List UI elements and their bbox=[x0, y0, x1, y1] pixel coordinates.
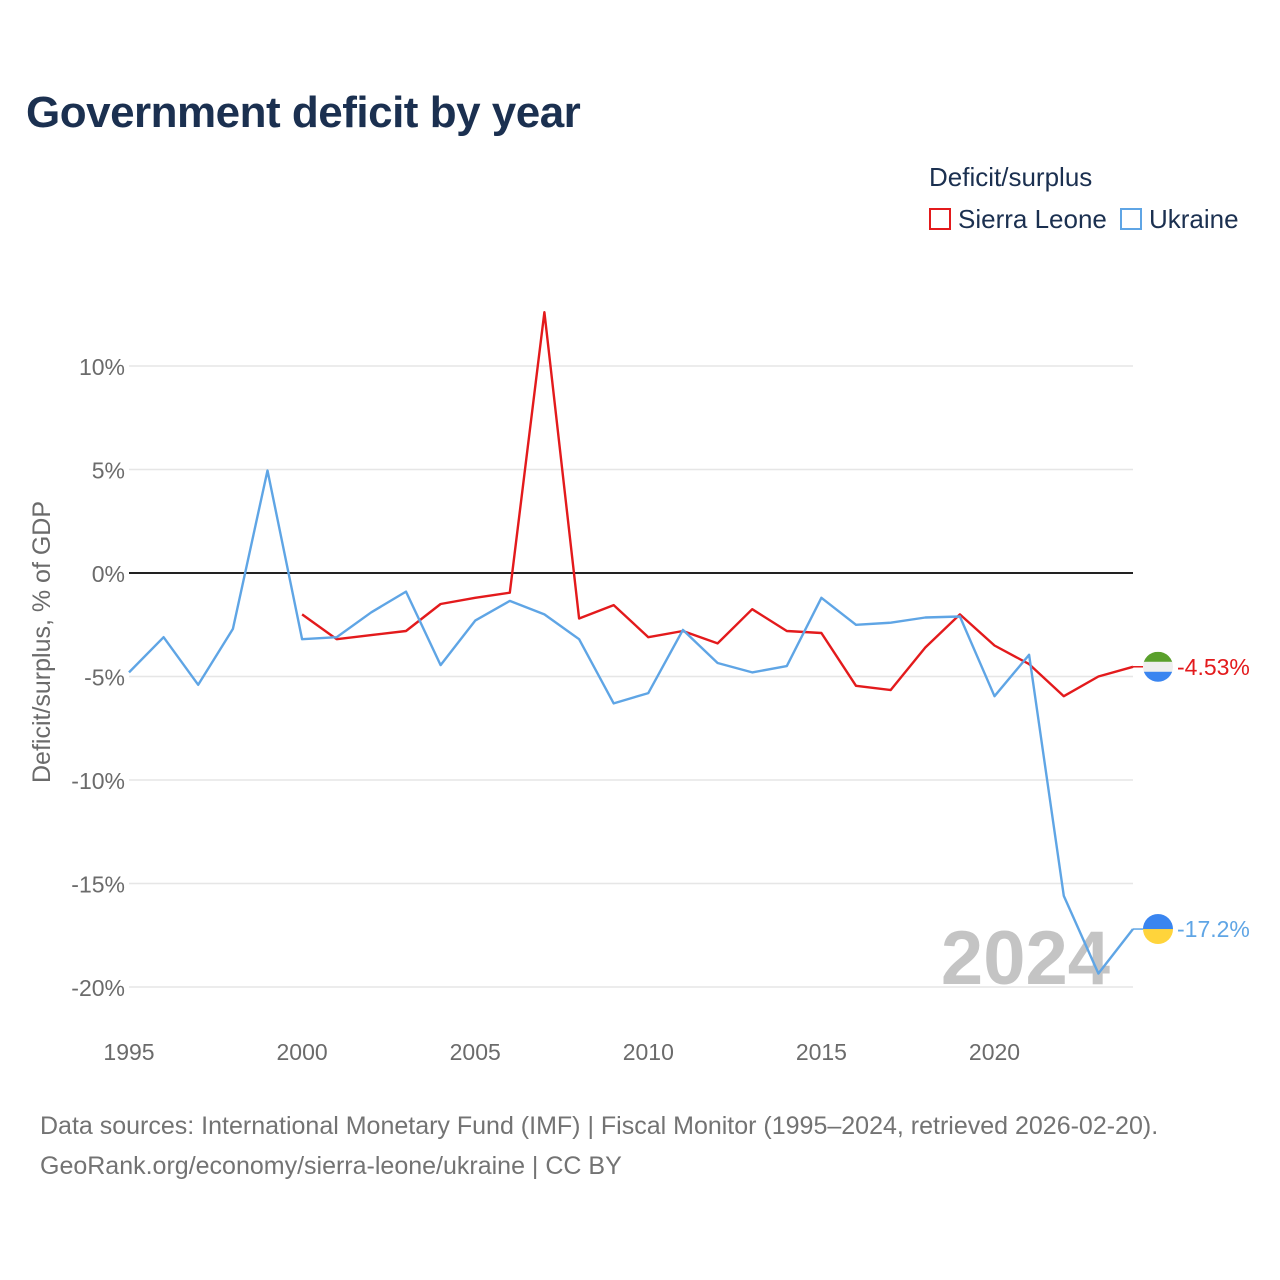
y-tick-label: 10% bbox=[79, 354, 125, 380]
chart-title: Government deficit by year bbox=[26, 88, 581, 137]
flag-marker-sierra-leone bbox=[1143, 651, 1173, 682]
end-label-sierra-leone: -4.53% bbox=[1177, 654, 1250, 680]
y-tick-label: -10% bbox=[71, 768, 125, 794]
x-tick-label: 1995 bbox=[103, 1039, 154, 1065]
legend-label-sierra-leone: Sierra Leone bbox=[958, 203, 1107, 234]
series-line-ukraine bbox=[128, 469, 1134, 975]
x-tick-label: 2020 bbox=[969, 1039, 1020, 1065]
y-tick-label: -5% bbox=[84, 665, 125, 691]
end-label-ukraine: -17.2% bbox=[1177, 916, 1250, 942]
footer-link[interactable]: GeoRank.org/economy/sierra-leone/ukraine… bbox=[40, 1152, 622, 1180]
y-tick-label: -20% bbox=[71, 975, 125, 1001]
legend-item-ukraine[interactable]: Ukraine bbox=[1120, 204, 1239, 234]
series-layer bbox=[128, 311, 1134, 975]
footer-sources: Data sources: International Monetary Fun… bbox=[40, 1112, 1159, 1140]
x-tick-label: 2005 bbox=[450, 1039, 501, 1065]
footer: Data sources: International Monetary Fun… bbox=[40, 1106, 1158, 1186]
axis-layer: 10% 5% 0% -5% -10% -15% -20% 1995 2000 2005 2010 20… bbox=[71, 354, 1133, 1065]
year-watermark: 2024 bbox=[941, 916, 1110, 1001]
legend-title: Deficit/surplus bbox=[929, 162, 1093, 192]
y-axis-title: Deficit/surplus, % of GDP bbox=[28, 501, 56, 783]
series-line-sierra-leone bbox=[301, 311, 1134, 698]
label-layer: -4.53% -17.2% bbox=[1133, 651, 1250, 945]
x-tick-label: 2015 bbox=[796, 1039, 847, 1065]
x-tick-label: 2010 bbox=[623, 1039, 674, 1065]
flag-marker-ukraine bbox=[1143, 914, 1173, 945]
y-tick-label: 0% bbox=[92, 561, 125, 587]
x-tick-label: 2000 bbox=[277, 1039, 328, 1065]
y-tick-label: -15% bbox=[71, 872, 125, 898]
y-tick-label: 5% bbox=[92, 458, 125, 484]
legend-swatch-sierra-leone bbox=[929, 208, 951, 230]
legend-item-sierra-leone[interactable]: Sierra Leone bbox=[929, 204, 1107, 234]
grid-layer bbox=[129, 365, 1133, 988]
legend-label-ukraine: Ukraine bbox=[1149, 203, 1239, 234]
legend-swatch-ukraine bbox=[1120, 208, 1142, 230]
